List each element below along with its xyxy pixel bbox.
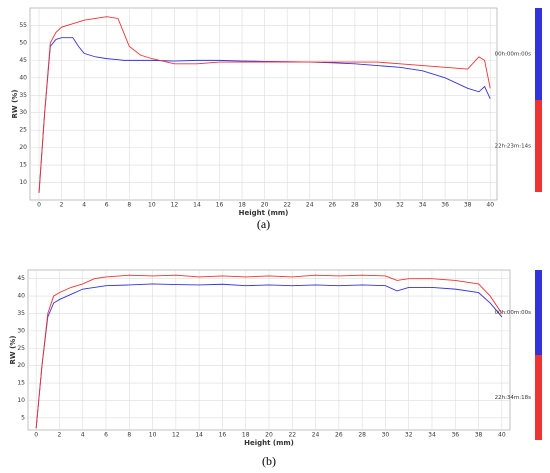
data-line [35,274,503,429]
x-tick-label: 40 [498,432,506,439]
x-tick-label: 0 [37,202,41,209]
y-tick-label: 30 [19,109,27,116]
data-line [38,37,491,194]
x-tick-label: 16 [219,432,227,439]
legend-swatch [535,8,542,100]
x-tick-label: 34 [419,202,427,209]
x-tick-label: 28 [351,202,359,209]
x-tick-label: 10 [149,432,157,439]
x-tick-label: 26 [335,432,343,439]
x-tick-label: 34 [428,432,436,439]
x-tick-label: 14 [195,432,203,439]
y-tick-label: 55 [19,22,27,29]
y-tick-label: 10 [17,397,25,404]
x-tick-label: 6 [105,202,109,209]
x-tick-label: 16 [216,202,224,209]
y-tick-label: 15 [17,380,25,387]
x-tick-label: 18 [238,202,246,209]
x-axis-label: Height (mm) [244,439,294,447]
data-line [38,16,491,194]
y-tick-label: 50 [19,39,27,46]
x-tick-label: 30 [374,202,382,209]
x-tick-label: 30 [382,432,390,439]
x-tick-label: 22 [288,432,296,439]
legend-swatch [535,355,542,440]
x-tick-label: 10 [148,202,156,209]
y-axis-label: RW (%) [11,90,19,119]
x-tick-label: 38 [464,202,472,209]
x-tick-label: 32 [405,432,413,439]
x-tick-label: 12 [172,432,180,439]
y-tick-label: 40 [17,293,25,300]
x-tick-label: 24 [312,432,320,439]
y-tick-label: 40 [19,74,27,81]
y-tick-label: 35 [19,92,27,99]
x-tick-label: 14 [193,202,201,209]
x-tick-label: 26 [328,202,336,209]
x-tick-label: 4 [81,432,85,439]
x-tick-label: 0 [34,432,38,439]
y-axis-label: RW (%) [9,336,17,365]
y-tick-label: 10 [19,179,27,186]
y-tick-label: 25 [17,345,25,352]
x-tick-label: 6 [104,432,108,439]
x-tick-label: 18 [242,432,250,439]
legend-swatch [535,100,542,192]
caption: (b) [262,454,276,468]
y-tick-label: 35 [17,310,25,317]
plot-area [29,7,498,201]
y-tick-label: 25 [19,127,27,134]
y-tick-label: 45 [17,275,25,282]
y-tick-label: 45 [19,57,27,64]
x-tick-label: 12 [171,202,179,209]
x-tick-label: 36 [451,432,459,439]
x-tick-label: 20 [265,432,273,439]
y-tick-label: 15 [19,162,27,169]
x-tick-label: 36 [441,202,449,209]
x-axis-label: Height (mm) [239,209,289,217]
x-tick-label: 32 [396,202,404,209]
x-tick-label: 20 [261,202,269,209]
x-tick-label: 8 [127,432,131,439]
legend-label: 00h:00m:00s [495,310,532,316]
y-tick-label: 20 [19,144,27,151]
legend-label: 00h:00m:00s [495,52,532,58]
legend-label: 22h:23m:14s [495,144,532,150]
x-tick-label: 28 [358,432,366,439]
x-tick-label: 24 [306,202,314,209]
x-tick-label: 8 [127,202,131,209]
y-tick-label: 30 [17,327,25,334]
legend-swatch [535,270,542,355]
caption: (a) [257,217,270,231]
y-tick-label: 5 [21,414,25,421]
legend-label: 22h:34m:18s [495,395,532,401]
x-tick-label: 22 [283,202,291,209]
x-tick-label: 40 [486,202,494,209]
y-tick-label: 20 [17,362,25,369]
x-tick-label: 38 [475,432,483,439]
x-tick-label: 2 [60,202,64,209]
x-tick-label: 4 [82,202,86,209]
x-tick-label: 2 [58,432,62,439]
data-line [35,283,503,429]
